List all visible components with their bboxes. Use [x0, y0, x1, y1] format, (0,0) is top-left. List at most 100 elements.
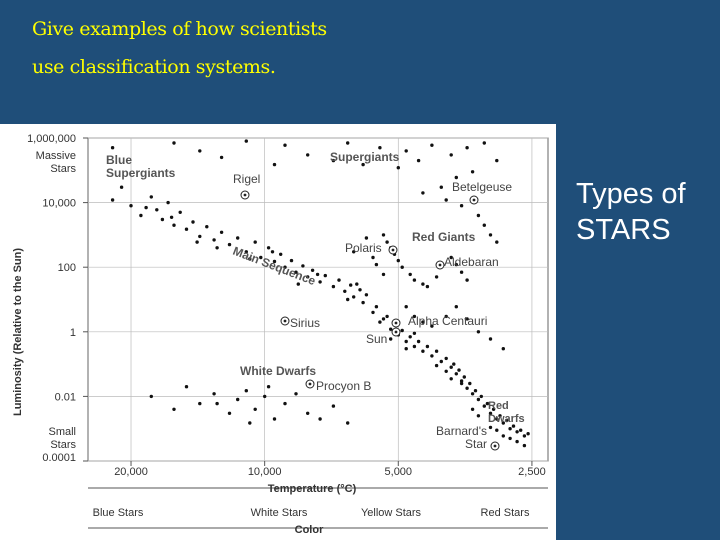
named-star-label: Polaris: [345, 241, 382, 255]
star-point: [129, 204, 133, 208]
named-star-center: [308, 382, 312, 386]
star-point: [488, 233, 493, 237]
star-point: [236, 236, 240, 240]
star-point: [244, 250, 248, 254]
named-star-center: [438, 263, 442, 267]
color-axis-title: Color: [295, 524, 324, 536]
star-point: [519, 428, 523, 432]
star-point: [343, 289, 347, 293]
named-star-center: [391, 248, 395, 252]
named-star-label: Sun: [366, 332, 387, 346]
star-point: [491, 407, 496, 411]
star-point: [476, 397, 481, 402]
star-point: [294, 270, 298, 274]
named-star-label: Star: [465, 437, 487, 451]
y-extra-top-line-2: Stars: [50, 163, 76, 175]
star-point: [331, 404, 336, 408]
star-point: [279, 252, 283, 256]
star-point: [266, 246, 271, 250]
star-point: [404, 149, 408, 153]
color-category-label: White Stars: [251, 507, 308, 519]
color-category-label: Blue Stars: [93, 507, 144, 519]
star-point: [364, 236, 369, 240]
star-point: [355, 282, 359, 286]
star-point: [444, 198, 448, 202]
star-point: [144, 205, 148, 210]
star-point: [352, 295, 356, 299]
star-point: [169, 215, 174, 219]
star-point: [454, 372, 458, 376]
star-point: [172, 407, 176, 411]
star-point: [454, 175, 458, 180]
star-point: [172, 223, 176, 227]
star-point: [195, 240, 199, 244]
star-point: [501, 347, 505, 351]
group-label: Red Giants: [412, 230, 476, 244]
star-point: [511, 424, 516, 428]
star-point: [318, 417, 322, 421]
named-star-label: Rigel: [233, 172, 260, 186]
star-point: [439, 359, 443, 364]
star-point: [412, 331, 417, 335]
star-point: [381, 317, 386, 321]
star-point: [346, 421, 350, 425]
star-point: [263, 394, 267, 399]
star-point: [501, 434, 505, 438]
star-point: [495, 240, 499, 244]
star-point: [465, 146, 469, 150]
star-point: [434, 275, 439, 279]
star-point: [378, 320, 382, 324]
star-point: [119, 185, 124, 189]
star-point: [488, 411, 493, 415]
color-category-label: Yellow Stars: [361, 507, 422, 519]
star-point: [374, 305, 379, 309]
star-point: [172, 141, 176, 145]
star-point: [449, 377, 453, 381]
star-point: [434, 363, 439, 368]
star-point: [476, 330, 481, 334]
star-point: [270, 250, 275, 254]
star-point: [473, 389, 478, 393]
star-point: [421, 320, 425, 324]
star-point: [361, 162, 365, 167]
star-point: [408, 335, 412, 339]
star-point: [396, 166, 400, 170]
star-point: [371, 310, 375, 315]
star-point: [498, 414, 502, 418]
named-star-center: [243, 193, 247, 197]
group-label: Blue: [106, 153, 132, 167]
star-point: [191, 220, 195, 224]
star-point: [149, 195, 153, 199]
star-point: [184, 227, 189, 231]
star-point: [412, 344, 417, 349]
star-point: [482, 141, 486, 145]
star-point: [184, 385, 189, 389]
star-point: [296, 282, 300, 286]
star-point: [444, 356, 448, 361]
star-point: [219, 230, 224, 234]
x-tick-label: 10,000: [248, 466, 282, 478]
y-tick-label: 0.01: [55, 391, 76, 403]
slide-title: Give examples of how scientists use clas…: [32, 10, 592, 86]
star-point: [416, 339, 421, 344]
star-point: [449, 153, 453, 157]
group-label: White Dwarfs: [240, 364, 316, 378]
star-point: [337, 278, 341, 282]
star-point: [430, 324, 434, 328]
side-caption-line-2: STARS: [576, 214, 671, 246]
star-point: [139, 213, 143, 218]
star-point: [462, 375, 466, 379]
star-point: [306, 153, 310, 157]
y-extra-bottom-line-2: Stars: [50, 439, 76, 451]
star-point: [495, 158, 499, 163]
star-point: [444, 314, 448, 319]
star-point: [346, 297, 350, 302]
star-point: [283, 143, 287, 147]
star-point: [358, 288, 362, 292]
star-point: [459, 381, 464, 386]
star-point: [110, 146, 115, 150]
star-point: [459, 270, 464, 274]
star-point: [166, 200, 170, 205]
star-point: [381, 233, 386, 237]
star-point: [283, 265, 287, 269]
